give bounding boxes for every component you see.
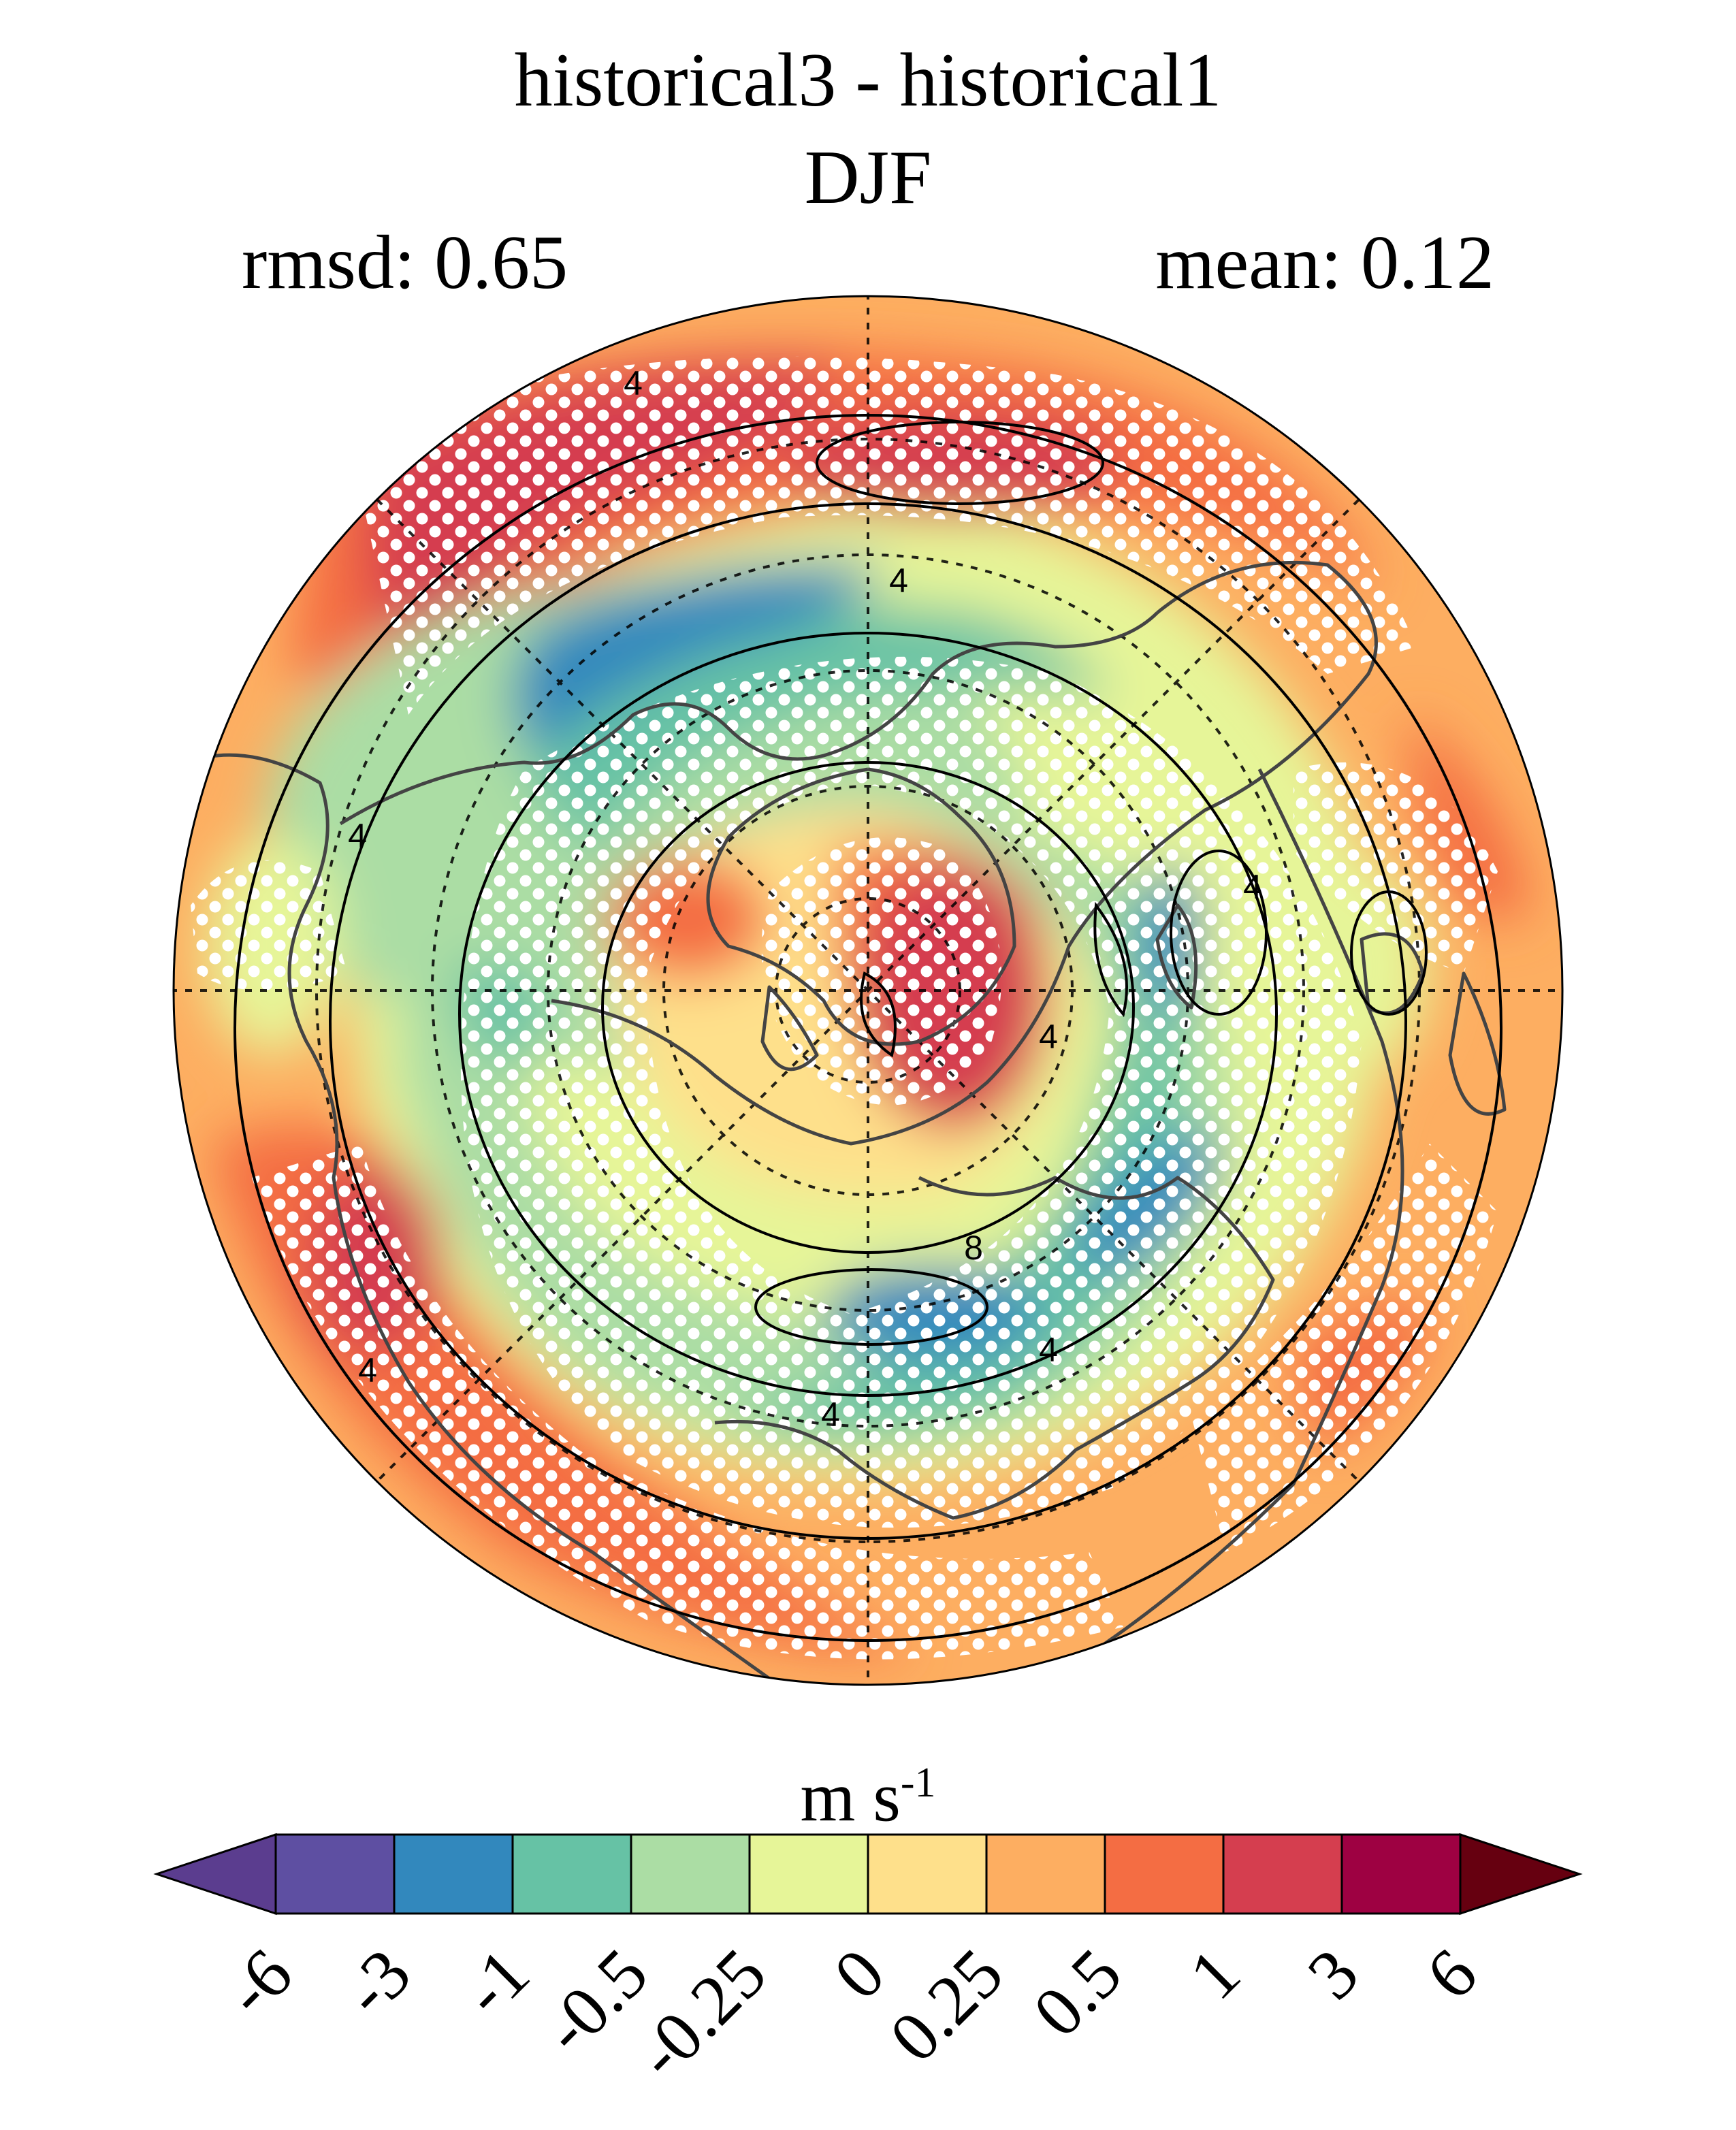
contour-label: 4 (1243, 868, 1262, 906)
colorbar-swatch (985, 1833, 1106, 1915)
polar-map: 4 4 4 4 4 4 4 4 8 (172, 295, 1564, 1686)
colorbar-tick-label: -6 (210, 1934, 308, 2031)
colorbar-arrow-low (153, 1833, 277, 1916)
colorbar-swatch (393, 1833, 514, 1915)
colorbar-swatch (1222, 1833, 1343, 1915)
colorbar-swatch (1104, 1833, 1225, 1915)
colorbar-tick-label: 0.25 (875, 1934, 1018, 2077)
colorbar-swatch (274, 1833, 396, 1915)
colorbar-swatch (630, 1833, 751, 1915)
colorbar-ticks: -6 -3 -1-0.5-0.25 00.25 0.5 1 3 6 (210, 1934, 1492, 2094)
season-label: DJF (804, 135, 932, 220)
contour-label: 8 (964, 1229, 983, 1267)
colorbar-swatch (867, 1833, 988, 1915)
colorbar-tick-label: -1 (447, 1934, 545, 2031)
contour-label: 4 (624, 364, 643, 402)
contour-label: 4 (889, 562, 908, 600)
contour-label: 4 (1039, 1331, 1058, 1369)
colorbar-tick-label: -0.25 (622, 1934, 782, 2094)
colorbar-tick-label: 1 (1174, 1934, 1255, 2014)
mean-label: mean: 0.12 (1155, 221, 1494, 305)
colorbar-tick-label: 0.5 (1018, 1934, 1136, 2052)
colorbar: -6 -3 -1-0.5-0.25 00.25 0.5 1 3 6 (153, 1833, 1583, 2094)
contour-label: 4 (821, 1395, 840, 1434)
units-label: m s-1 (800, 1758, 936, 1837)
colorbar-swatch (748, 1833, 869, 1915)
colorbar-swatches (153, 1833, 1583, 1916)
map-title: historical3 - historical1 (514, 38, 1222, 123)
contour-label: 4 (358, 1351, 377, 1389)
colorbar-tick-label: -3 (329, 1934, 426, 2031)
colorbar-tick-label: 3 (1293, 1934, 1373, 2014)
colorbar-swatch (511, 1833, 632, 1915)
contour-label: 4 (1039, 1018, 1058, 1056)
rmsd-label: rmsd: 0.65 (242, 221, 568, 305)
colorbar-arrow-high (1459, 1833, 1583, 1916)
colorbar-tick-label: 0 (819, 1934, 899, 2014)
colorbar-tick-label: 6 (1411, 1934, 1492, 2014)
colorbar-swatch (1340, 1833, 1462, 1915)
contour-label: 4 (348, 817, 367, 855)
